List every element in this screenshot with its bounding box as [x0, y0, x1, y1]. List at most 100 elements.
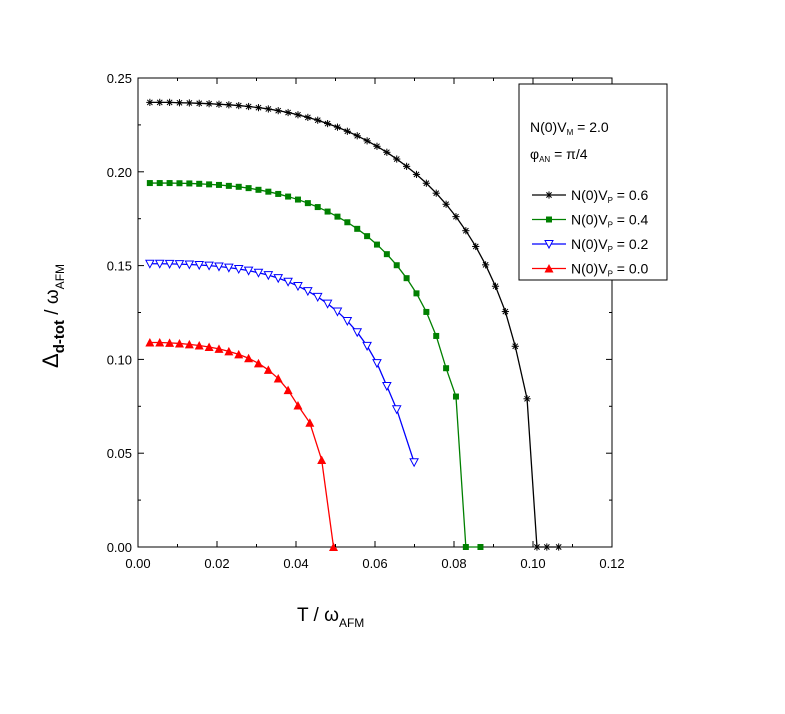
legend-label: N(0)VP = 0.4: [571, 212, 649, 230]
data-point: [253, 358, 263, 368]
data-point: [501, 307, 509, 316]
series-line: [149, 182, 481, 548]
data-point: [511, 342, 519, 350]
data-point: [482, 261, 490, 269]
y-tick-label: 0.00: [107, 540, 132, 555]
data-point: [235, 183, 242, 190]
data-point: [194, 261, 205, 271]
axes-layer: 0.00 0.02 0.04 0.06 0.08 0.10 0.12 0.00 0.05 0.10…: [107, 71, 625, 571]
data-point: [205, 100, 213, 108]
data-point: [176, 180, 183, 187]
data-point: [352, 328, 363, 338]
data-point: [174, 260, 185, 270]
data-point: [443, 365, 450, 372]
data-point: [373, 142, 381, 150]
y-tick-label: 0.20: [107, 165, 132, 180]
y-tick-label: 0.15: [107, 259, 132, 274]
data-point: [372, 359, 382, 369]
data-point: [422, 179, 430, 187]
legend-header-1: N(0)VM = 2.0: [530, 119, 609, 137]
data-point: [275, 190, 282, 197]
data-point: [214, 262, 224, 272]
x-tick-label: 0.04: [283, 556, 308, 571]
data-point: [145, 338, 155, 347]
data-point: [555, 543, 563, 551]
data-point: [206, 181, 213, 188]
data-point: [303, 287, 313, 297]
x-axis-label: T / ωAFM: [297, 605, 364, 630]
data-point: [391, 405, 402, 415]
data-point: [304, 200, 311, 207]
legend-marker: [545, 191, 553, 199]
data-point: [409, 458, 419, 468]
data-point: [293, 282, 303, 292]
data-point: [284, 108, 292, 117]
data-point: [412, 170, 421, 179]
data-point: [164, 259, 175, 269]
data-point: [146, 180, 153, 187]
data-point: [432, 189, 440, 197]
x-tick-label: 0.06: [362, 556, 387, 571]
data-point: [413, 290, 420, 297]
data-point: [215, 181, 222, 188]
series-1: [146, 180, 484, 550]
data-point: [166, 180, 173, 187]
data-point: [324, 119, 332, 128]
x-tick-label: 0.02: [204, 556, 229, 571]
data-point: [294, 111, 302, 119]
data-point: [184, 339, 194, 349]
data-point: [293, 401, 303, 410]
data-point: [312, 292, 323, 302]
data-point: [255, 186, 262, 193]
data-point: [363, 137, 371, 145]
legend-marker: [546, 216, 552, 223]
x-tick-label: 0.12: [599, 556, 624, 571]
data-point: [314, 116, 322, 124]
data-point: [165, 338, 175, 347]
data-point: [204, 261, 214, 271]
legend-marker: [544, 264, 554, 273]
data-point: [324, 208, 331, 215]
series-layer: [145, 98, 563, 551]
x-tick-label: 0.08: [441, 556, 466, 571]
data-point: [332, 307, 343, 317]
data-point: [543, 543, 551, 551]
data-point: [175, 99, 184, 107]
data-point: [233, 264, 244, 275]
data-point: [423, 308, 430, 315]
data-point: [196, 180, 203, 187]
legend: N(0)VM = 2.0 φAN = π/4 N(0)VP = 0.6N(0)V…: [518, 83, 668, 281]
legend-label: N(0)VP = 0.6: [571, 187, 649, 205]
data-point: [184, 260, 195, 270]
data-point: [344, 219, 351, 226]
data-point: [145, 259, 155, 269]
data-point: [234, 349, 244, 359]
y-axis-label: Δd-tot / ωAFM: [38, 264, 68, 368]
data-point: [342, 316, 353, 327]
data-point: [235, 101, 243, 110]
data-point: [146, 98, 154, 106]
data-point: [154, 259, 165, 269]
y-tick-label: 0.10: [107, 352, 132, 367]
data-point: [334, 213, 341, 220]
data-point: [225, 101, 233, 109]
data-point: [491, 282, 500, 290]
data-point: [462, 227, 470, 235]
data-point: [343, 127, 351, 135]
data-point: [285, 193, 292, 200]
data-point: [403, 275, 410, 282]
data-point: [265, 188, 272, 195]
data-point: [254, 104, 263, 112]
data-point: [264, 105, 272, 113]
data-point: [273, 374, 283, 383]
data-point: [215, 100, 223, 108]
legend-entry-0: N(0)VP = 0.6: [532, 187, 649, 205]
data-point: [329, 542, 339, 551]
data-point: [156, 180, 163, 187]
data-point: [195, 99, 203, 107]
data-point: [472, 242, 480, 251]
data-point: [393, 155, 401, 163]
data-point: [452, 213, 460, 221]
data-point: [224, 346, 234, 356]
